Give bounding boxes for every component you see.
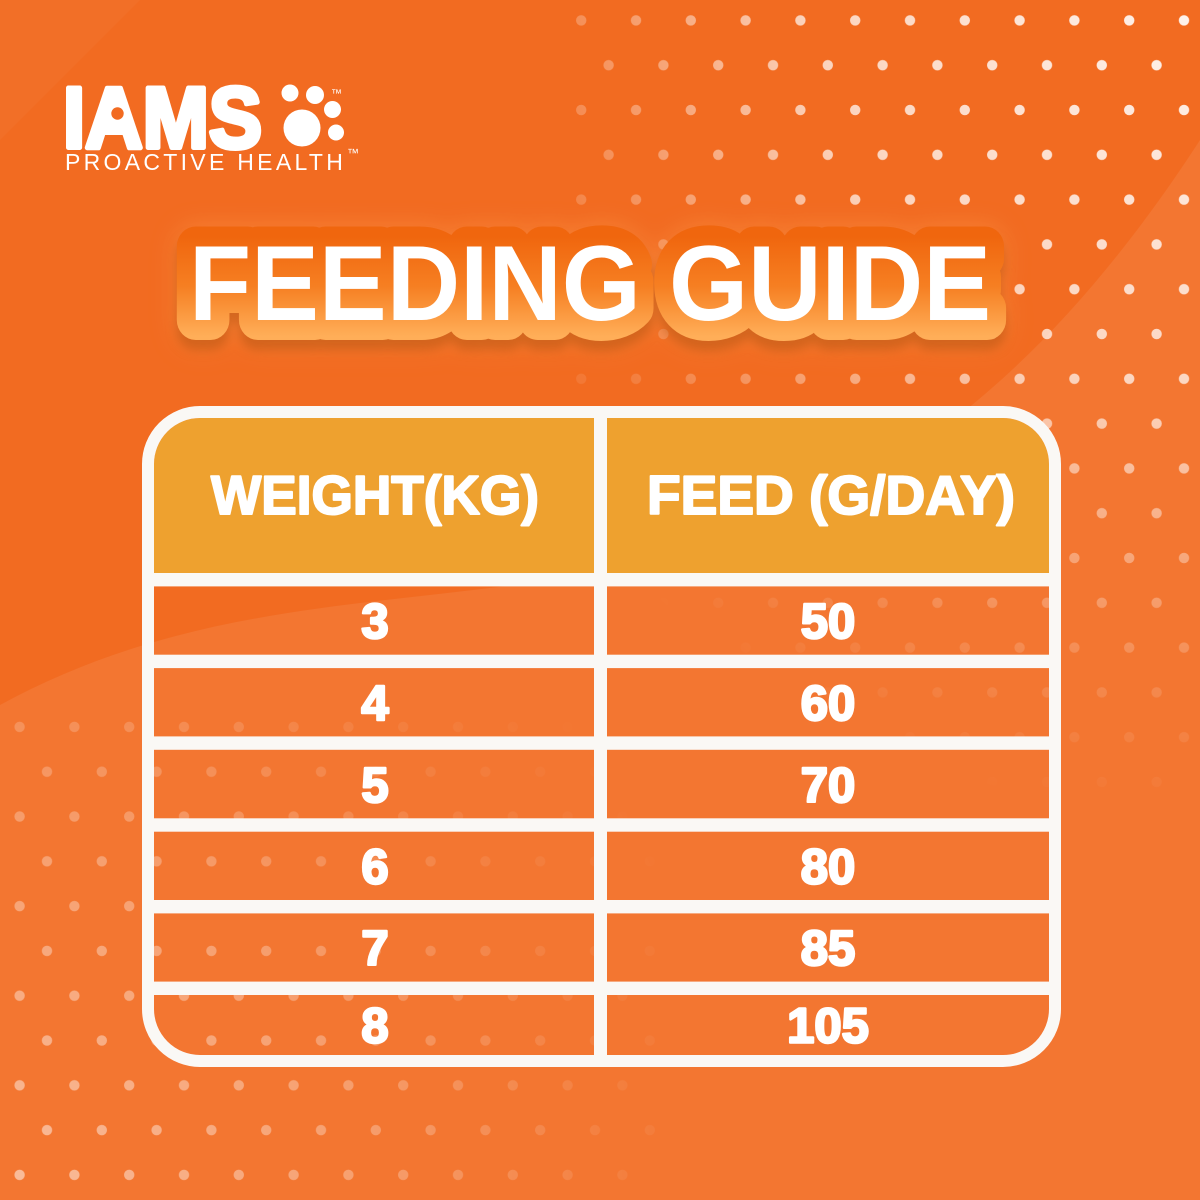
svg-text:8: 8 bbox=[361, 1000, 388, 1054]
svg-text:WEIGHT(KG): WEIGHT(KG) bbox=[211, 464, 539, 526]
svg-text:™: ™ bbox=[331, 88, 342, 100]
svg-text:50: 50 bbox=[801, 595, 856, 649]
svg-text:60: 60 bbox=[801, 677, 856, 731]
svg-text:PROACTIVE HEALTH: PROACTIVE HEALTH bbox=[65, 149, 346, 175]
svg-text:IAMS: IAMS bbox=[63, 71, 262, 167]
svg-text:70: 70 bbox=[801, 759, 856, 813]
svg-text:4: 4 bbox=[361, 677, 388, 731]
svg-text:7: 7 bbox=[361, 922, 388, 976]
svg-text:™: ™ bbox=[347, 146, 359, 160]
svg-text:FEED (G/DAY): FEED (G/DAY) bbox=[647, 464, 1015, 526]
svg-text:80: 80 bbox=[801, 840, 856, 894]
svg-text:85: 85 bbox=[801, 922, 856, 976]
svg-text:6: 6 bbox=[361, 840, 388, 894]
svg-text:FEEDING GUIDE: FEEDING GUIDE bbox=[189, 223, 991, 343]
svg-text:FEEDING GUIDE: FEEDING GUIDE bbox=[189, 223, 991, 343]
svg-text:5: 5 bbox=[361, 759, 388, 813]
svg-text:105: 105 bbox=[787, 1000, 869, 1054]
svg-text:3: 3 bbox=[361, 595, 388, 649]
